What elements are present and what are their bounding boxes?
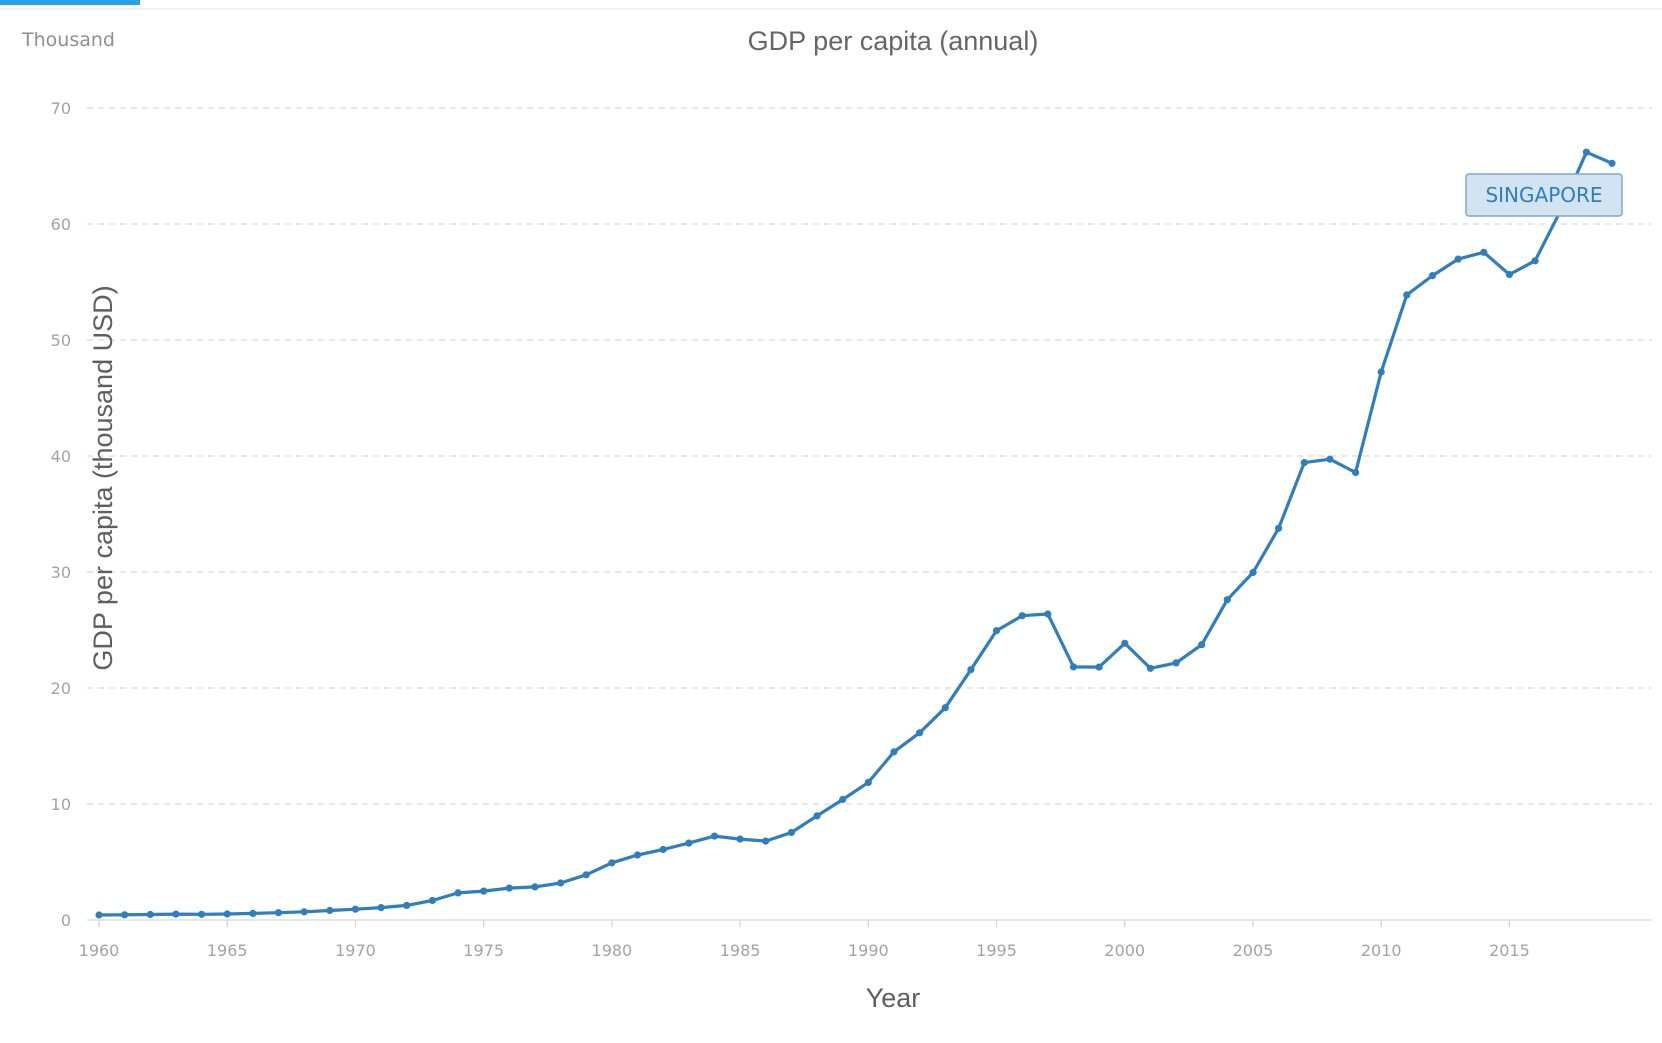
data-point-2012[interactable]	[1428, 272, 1437, 280]
data-point-2006[interactable]	[1275, 524, 1283, 532]
data-point-2009[interactable]	[1352, 468, 1360, 477]
x-tick-label-1965: 1965	[207, 941, 248, 960]
series-tag-label: SINGAPORE	[1485, 183, 1602, 207]
x-tick-label-2000: 2000	[1104, 941, 1145, 960]
data-point-2003[interactable]	[1198, 641, 1206, 649]
data-point-2015[interactable]	[1505, 270, 1513, 279]
series-line-0	[97, 150, 1614, 917]
data-point-1988[interactable]	[813, 812, 821, 820]
y-tick-label-70: 70	[51, 99, 71, 118]
data-point-1991[interactable]	[890, 748, 898, 756]
data-point-1978[interactable]	[557, 879, 565, 887]
y-tick-label-20: 20	[51, 679, 71, 698]
data-point-2013[interactable]	[1454, 255, 1462, 263]
data-point-1977[interactable]	[531, 883, 539, 891]
x-axis-title: Year	[866, 983, 921, 1013]
data-point-1960[interactable]	[95, 911, 103, 919]
x-tick-label-1970: 1970	[335, 941, 376, 960]
y-tick-label-0: 0	[61, 911, 71, 930]
data-point-2011[interactable]	[1403, 291, 1411, 299]
data-point-1976[interactable]	[505, 884, 513, 892]
data-point-1998[interactable]	[1069, 663, 1078, 671]
data-point-1995[interactable]	[992, 627, 1001, 635]
series-singapore	[95, 148, 1616, 919]
data-point-1965[interactable]	[223, 910, 231, 918]
data-point-1973[interactable]	[428, 896, 436, 905]
data-point-2000[interactable]	[1121, 639, 1129, 647]
data-point-1987[interactable]	[787, 828, 796, 837]
data-point-2005[interactable]	[1249, 568, 1257, 577]
data-point-1961[interactable]	[121, 911, 129, 919]
data-point-2001[interactable]	[1146, 664, 1154, 672]
y-axis-title: GDP per capita (thousand USD)	[88, 285, 118, 670]
series-tag-singapore[interactable]: SINGAPORE	[1465, 173, 1623, 217]
data-point-2004[interactable]	[1223, 596, 1231, 604]
gridlines	[87, 107, 1652, 805]
chart-title: GDP per capita (annual)	[748, 26, 1039, 56]
data-point-1972[interactable]	[403, 901, 411, 910]
y-tick-label-30: 30	[51, 563, 71, 582]
x-tick-label-1960: 1960	[79, 941, 120, 960]
data-point-1999[interactable]	[1095, 663, 1103, 671]
x-tick-label-1995: 1995	[976, 941, 1017, 960]
data-point-1997[interactable]	[1044, 610, 1052, 618]
data-point-1981[interactable]	[633, 851, 642, 859]
data-point-1979[interactable]	[582, 871, 590, 879]
data-point-1985[interactable]	[736, 835, 744, 843]
data-point-2019[interactable]	[1608, 159, 1616, 167]
data-point-1994[interactable]	[967, 666, 975, 674]
data-point-2018[interactable]	[1582, 148, 1590, 156]
data-point-1966[interactable]	[249, 909, 257, 918]
data-point-1989[interactable]	[839, 795, 847, 804]
data-point-1996[interactable]	[1018, 612, 1026, 620]
data-point-1980[interactable]	[608, 859, 616, 867]
active-tab-indicator	[0, 0, 140, 5]
series-tag-box	[1465, 173, 1623, 217]
x-tick-label-1985: 1985	[720, 941, 761, 960]
x-tick-label-1975: 1975	[463, 941, 504, 960]
x-tick-label-2005: 2005	[1233, 941, 1274, 960]
data-point-2002[interactable]	[1172, 659, 1180, 667]
data-point-1975[interactable]	[480, 887, 488, 895]
data-point-1963[interactable]	[172, 910, 180, 918]
data-point-1962[interactable]	[146, 910, 154, 919]
data-point-2008[interactable]	[1326, 455, 1334, 463]
data-point-1969[interactable]	[326, 906, 334, 915]
data-point-2007[interactable]	[1300, 459, 1308, 467]
x-tick-label-2010: 2010	[1361, 941, 1402, 960]
data-point-1993[interactable]	[941, 704, 949, 712]
data-point-1964[interactable]	[198, 910, 206, 918]
data-point-1983[interactable]	[685, 839, 693, 847]
y-tick-label-50: 50	[51, 331, 71, 350]
y-tick-label-40: 40	[51, 447, 71, 466]
x-tick-label-1990: 1990	[848, 941, 889, 960]
x-axis: 1960 1965 1970 1975 1980 1985 1990 1995 2000 2005…	[79, 919, 1652, 960]
data-point-1992[interactable]	[916, 729, 924, 737]
data-point-1974[interactable]	[454, 889, 462, 897]
y-tick-label-60: 60	[51, 215, 71, 234]
data-point-2010[interactable]	[1377, 368, 1385, 376]
y-tick-label-10: 10	[51, 795, 71, 814]
data-point-1982[interactable]	[659, 845, 667, 854]
data-point-2014[interactable]	[1480, 248, 1488, 256]
x-tick-label-2015: 2015	[1489, 941, 1530, 960]
data-point-2016[interactable]	[1531, 257, 1539, 265]
data-point-1984[interactable]	[710, 832, 719, 840]
data-point-1971[interactable]	[377, 904, 385, 912]
y-unit-label: Thousand	[21, 29, 115, 51]
data-point-1990[interactable]	[864, 778, 872, 787]
data-point-1967[interactable]	[274, 909, 283, 917]
y-axis-ticks: 0 10 20 30 40 50 60 70	[51, 99, 71, 930]
data-point-1968[interactable]	[300, 908, 308, 916]
x-tick-label-1980: 1980	[592, 941, 633, 960]
data-point-1970[interactable]	[351, 905, 359, 913]
data-point-1986[interactable]	[762, 837, 770, 845]
